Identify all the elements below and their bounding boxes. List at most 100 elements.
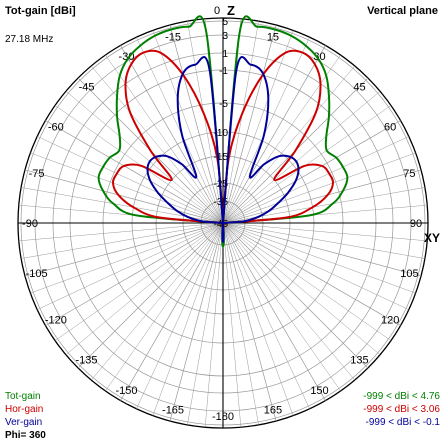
- angle-tick-label: 30: [313, 51, 325, 63]
- grid-spoke: [187, 222, 224, 425]
- grid-spoke: [222, 65, 355, 224]
- grid-spoke: [45, 120, 224, 224]
- angle-tick-label: -120: [45, 315, 67, 327]
- grid-spoke: [120, 222, 224, 401]
- radial-tick-label: -1: [219, 66, 228, 77]
- range-ver-gain: -999 < dBi < -0.1: [365, 417, 441, 428]
- grid-spoke: [222, 169, 422, 224]
- grid-spoke: [222, 120, 401, 224]
- grid-spoke: [222, 21, 259, 224]
- range-tot-gain: -999 < dBi < 4.76: [363, 391, 440, 402]
- angle-tick-label: 90: [410, 218, 422, 230]
- angle-tick-label: 105: [400, 268, 418, 280]
- angle-tick-label: 60: [384, 122, 396, 134]
- angle-tick-label: 165: [264, 404, 282, 416]
- angle-tick-label: 0: [214, 5, 220, 17]
- chart-title: Tot-gain [dBi]: [5, 5, 76, 17]
- grid-spoke: [136, 37, 224, 224]
- z-axis-label: Z: [227, 3, 235, 18]
- angle-tick-label: 45: [353, 82, 365, 94]
- grid-spoke: [222, 222, 416, 294]
- grid-spoke: [169, 222, 224, 422]
- angle-tick-label: -15: [165, 32, 181, 44]
- grid-spoke: [54, 222, 224, 341]
- grid-spoke: [222, 152, 416, 224]
- grid-spoke: [222, 222, 277, 422]
- grid-spoke: [24, 222, 224, 277]
- radial-tick-label: -10: [214, 128, 229, 139]
- angle-tick-label: -105: [26, 268, 48, 280]
- angle-tick-label: -135: [76, 354, 98, 366]
- legend-tot-gain: Tot-gain: [5, 391, 41, 402]
- angle-tick-label: -180: [212, 411, 234, 423]
- grid-spoke: [105, 222, 224, 392]
- grid-spoke: [152, 30, 224, 224]
- angle-tick-label: 15: [267, 32, 279, 44]
- grid-spoke: [169, 24, 224, 224]
- grid-spoke: [120, 45, 224, 224]
- grid-spoke: [222, 222, 381, 355]
- grid-spoke: [91, 222, 224, 381]
- range-hor-gain: -999 < dBi < 3.06: [363, 404, 440, 415]
- grid-spoke: [187, 21, 224, 224]
- grid-spoke: [222, 222, 425, 259]
- radial-tick-label: 3: [222, 31, 228, 42]
- angle-tick-label: 150: [310, 385, 328, 397]
- grid-spoke: [222, 222, 409, 310]
- grid-spoke: [204, 222, 224, 428]
- angle-tick-label: 135: [350, 354, 368, 366]
- grid-spoke: [152, 222, 224, 416]
- grid-spoke: [222, 30, 294, 224]
- grid-spoke: [222, 222, 369, 369]
- grid-spoke: [21, 222, 224, 259]
- grid-spoke: [222, 24, 277, 224]
- trace-ver-gain: [146, 56, 300, 244]
- grid-spoke: [222, 222, 428, 242]
- gain-traces: [97, 15, 349, 248]
- grid-spoke: [30, 222, 224, 294]
- grid-spoke: [222, 222, 392, 341]
- grid-spoke: [30, 152, 224, 224]
- grid-spoke: [222, 222, 259, 425]
- grid-spoke: [222, 91, 381, 224]
- grid-spoke: [222, 222, 341, 392]
- angle-tick-label: 75: [403, 168, 415, 180]
- grid-spoke: [77, 222, 224, 369]
- grid-spoke: [222, 222, 401, 326]
- angle-tick-label: -150: [115, 385, 137, 397]
- radial-tick-label: -15: [214, 152, 229, 163]
- angle-tick-label: -165: [162, 404, 184, 416]
- grid-spoke: [222, 222, 294, 416]
- angle-tick-label: -60: [48, 122, 64, 134]
- grid-spoke: [222, 222, 242, 428]
- grid-spoke: [136, 222, 224, 409]
- frequency-label: 27.18 MHz: [5, 34, 54, 45]
- grid-spoke: [222, 222, 310, 409]
- angle-tick-label: -75: [29, 168, 45, 180]
- grid-spoke: [222, 222, 422, 277]
- radial-tick-label: 5: [222, 17, 228, 28]
- angle-tick-label: -45: [79, 82, 95, 94]
- grid-spoke: [37, 222, 224, 310]
- radial-tick-label: 1: [222, 49, 228, 60]
- grid-spoke: [37, 136, 224, 224]
- xy-axis-label: XY: [424, 231, 441, 245]
- grid-spoke: [222, 136, 409, 224]
- plane-label: Vertical plane: [367, 5, 438, 17]
- grid-spoke: [18, 222, 224, 242]
- grid-spoke: [65, 91, 224, 224]
- legend-hor-gain: Hor-gain: [5, 404, 44, 415]
- legend-ver-gain: Ver-gain: [5, 417, 43, 428]
- radial-tick-label: -5: [219, 99, 228, 110]
- grid-spoke: [222, 222, 326, 401]
- grid-spoke: [45, 222, 224, 326]
- angle-tick-label: 120: [381, 315, 399, 327]
- grid-spoke: [24, 169, 224, 224]
- grid-spoke: [222, 45, 326, 224]
- grid-spoke: [222, 222, 355, 381]
- angle-tick-label: -90: [22, 218, 38, 230]
- grid-spoke: [65, 222, 224, 355]
- grid-spoke: [222, 37, 310, 224]
- phi-label: Phi= 360: [5, 430, 46, 441]
